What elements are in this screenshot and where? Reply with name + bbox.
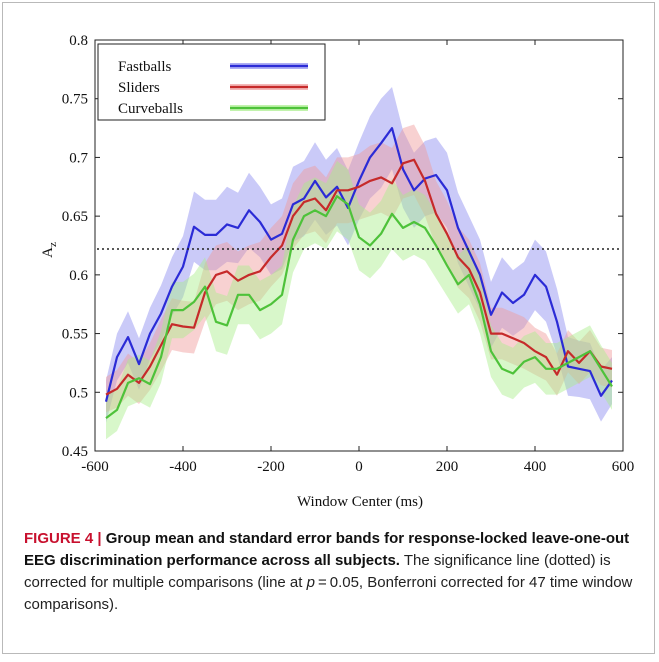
caption-figure-label: FIGURE 4 |: [24, 530, 102, 547]
x-tick-label: -200: [257, 459, 285, 475]
line-fastballs: [104, 127, 613, 402]
x-tick-label: 0: [355, 459, 363, 475]
legend-label-fastballs: Fastballs: [118, 59, 171, 75]
caption-body-1: The significance line (dotted) is correc…: [24, 552, 611, 591]
error-bands: [106, 87, 612, 440]
y-axis-label: Az: [40, 242, 59, 258]
x-tick-label: 200: [436, 459, 459, 475]
band-fastballs: [106, 87, 612, 423]
x-tick-label: -400: [169, 459, 197, 475]
band-sliders: [106, 124, 612, 413]
x-tick-label: -600: [81, 459, 109, 475]
figure-caption: FIGURE 4 | Group mean and standard error…: [24, 528, 636, 616]
chart: -600 -400 -200 0 200 400 600 0.45 0.5 0.55 0.6 0.65…: [40, 33, 635, 510]
band-curveballs: [106, 161, 612, 440]
line-sliders: [105, 158, 613, 396]
y-tick-label: 0.55: [62, 327, 88, 343]
caption-body-2: = 0.05, Bonferroni corrected for 47 time…: [24, 574, 633, 613]
legend-label-curveballs: Curveballs: [118, 101, 183, 117]
x-axis-label: Window Center (ms): [297, 494, 423, 510]
series-lines: [104, 127, 613, 419]
y-tick-label: 0.65: [62, 209, 88, 225]
y-tick-label: 0.6: [69, 268, 88, 284]
y-tick-label: 0.8: [69, 33, 88, 49]
legend-label-sliders: Sliders: [118, 80, 160, 96]
legend: Fastballs Sliders Curveballs: [97, 43, 326, 121]
y-tick-label: 0.5: [69, 385, 88, 401]
caption-title: Group mean and standard error bands for …: [24, 530, 630, 569]
y-tick-label: 0.75: [62, 92, 88, 108]
x-tick-label: 600: [612, 459, 635, 475]
axis-ticks: -600 -400 -200 0 200 400 600 0.45 0.5 0.55 0.6 0.65…: [62, 33, 635, 475]
y-tick-label: 0.7: [69, 150, 88, 166]
caption-p-symbol: p: [306, 574, 315, 591]
line-curveballs: [105, 195, 613, 419]
x-tick-label: 400: [524, 459, 547, 475]
y-tick-label: 0.45: [62, 444, 88, 460]
